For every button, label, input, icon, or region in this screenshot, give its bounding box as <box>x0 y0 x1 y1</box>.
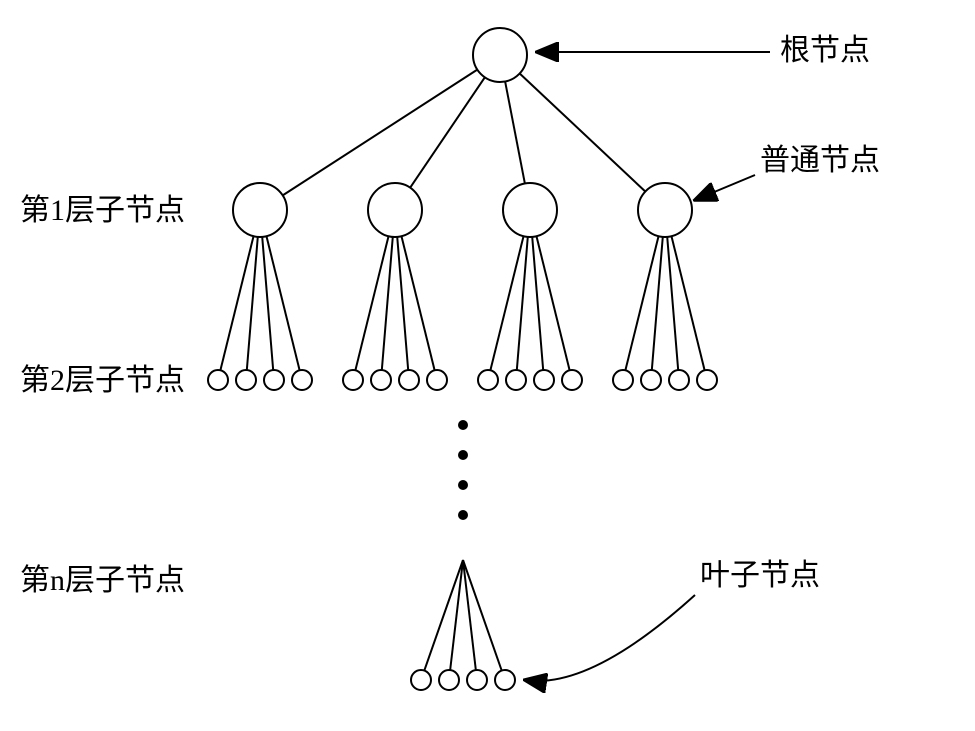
l1-node <box>638 183 692 237</box>
edge <box>520 73 646 191</box>
ellipsis <box>458 420 468 520</box>
annotation-root: 根节点 <box>537 34 870 67</box>
leaf-node <box>439 670 459 690</box>
l2-node <box>669 370 689 390</box>
annotation-root-text: 根节点 <box>780 34 870 67</box>
l2-node <box>562 370 582 390</box>
arrow-leaf <box>525 595 695 681</box>
ellipsis-dot <box>458 450 468 460</box>
l2-node <box>478 370 498 390</box>
l1-node <box>233 183 287 237</box>
annotation-normal-text: 普通节点 <box>760 144 880 177</box>
ellipsis-dot <box>458 480 468 490</box>
annotation-leaf: 叶子节点 <box>525 559 820 681</box>
edge <box>410 77 485 187</box>
tree-diagram: 第1层子节点 第2层子节点 第n层子节点 根节点 普通节点 叶子节点 <box>0 0 975 731</box>
l2-node <box>208 370 228 390</box>
edge <box>505 82 525 184</box>
ellipsis-dot <box>458 510 468 520</box>
l2-node <box>534 370 554 390</box>
l1-node <box>368 183 422 237</box>
edges-l1-to-l2 <box>220 236 704 370</box>
l2-node <box>343 370 363 390</box>
l2-node <box>506 370 526 390</box>
l2-node <box>399 370 419 390</box>
leaf-node <box>495 670 515 690</box>
arrow-normal <box>695 175 755 200</box>
l2-node <box>371 370 391 390</box>
root-node <box>473 28 527 82</box>
ellipsis-dot <box>458 420 468 430</box>
l2-node <box>236 370 256 390</box>
leaf-node <box>467 670 487 690</box>
edges-ln <box>424 560 501 671</box>
level1-label: 第1层子节点 <box>20 194 185 227</box>
leveln-label: 第n层子节点 <box>20 564 185 597</box>
l2-node <box>641 370 661 390</box>
l2-node <box>613 370 633 390</box>
l2-node <box>264 370 284 390</box>
level2-label: 第2层子节点 <box>20 364 185 397</box>
leveln-nodes <box>411 670 515 690</box>
l2-node <box>292 370 312 390</box>
annotation-leaf-text: 叶子节点 <box>700 559 820 592</box>
level2-nodes <box>208 370 717 390</box>
level1-nodes <box>233 183 692 237</box>
annotation-normal: 普通节点 <box>695 144 880 200</box>
l1-node <box>503 183 557 237</box>
edges-root-to-l1 <box>283 70 646 196</box>
l2-node <box>427 370 447 390</box>
l2-node <box>697 370 717 390</box>
leaf-node <box>411 670 431 690</box>
